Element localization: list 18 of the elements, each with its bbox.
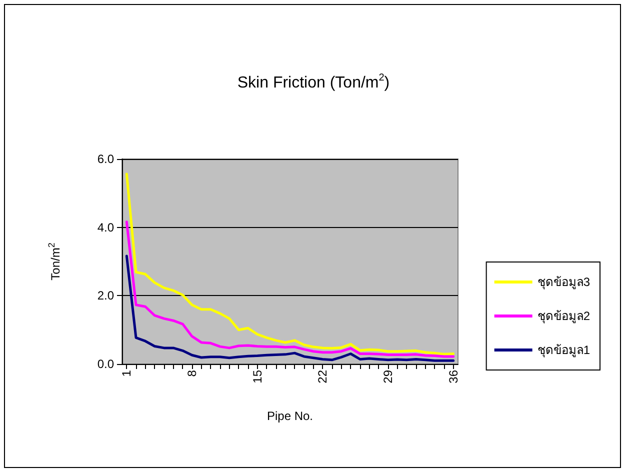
x-tick-label: 22 [316,370,330,384]
x-axis-title: Pipe No. [266,409,314,423]
legend-label: ชุดข้อมูล1 [537,343,590,358]
y-tick-label: 6.0 [97,152,114,166]
x-tick-label: 1 [120,370,134,377]
y-axis-title: Ton/m2 [46,242,62,280]
x-tick-label: 15 [250,370,264,384]
line-series [125,172,455,356]
line-series [125,220,455,358]
y-tick-label: 4.0 [97,220,114,234]
x-tick-label: 29 [381,370,395,384]
line-series [125,254,455,362]
x-tick-label: 8 [185,370,199,377]
legend-label: ชุดข้อมูล2 [537,309,590,324]
y-tick-label: 0.0 [97,357,114,371]
legend-label: ชุดข้อมูล3 [537,275,590,290]
y-tick-label: 2.0 [97,288,114,303]
x-tick-label: 36 [446,370,460,384]
